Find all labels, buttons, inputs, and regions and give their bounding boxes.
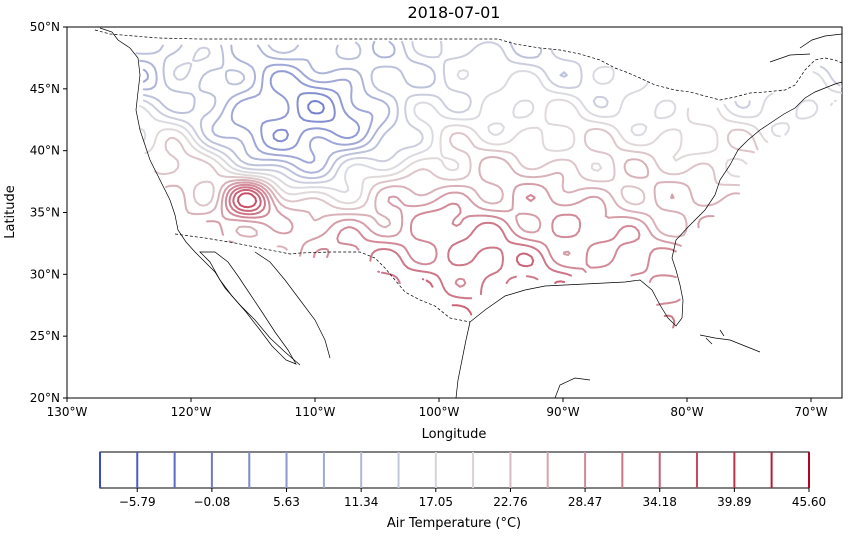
canada-coast — [769, 33, 842, 63]
x-axis: 130°W 120°W 110°W 100°W 90°W 80°W 70°W Longitu… — [47, 398, 828, 442]
contour-line — [272, 92, 336, 143]
contour-line — [260, 70, 361, 151]
colorbar-tick-label: 28.47 — [568, 495, 602, 509]
mexico-gulf-coast — [455, 321, 471, 398]
colorbar-tick-label: 39.89 — [717, 495, 751, 509]
colorbar-tick-label: 45.60 — [792, 495, 826, 509]
colorbar-tick-label: 17.05 — [419, 495, 453, 509]
chart-title: 2018-07-01 — [408, 3, 501, 22]
baja-peninsula — [199, 251, 297, 365]
colorbar-tick-label: 11.34 — [344, 495, 378, 509]
us-canada-border — [94, 29, 842, 101]
x-tick-label: 70°W — [794, 405, 827, 419]
y-tick-label: 35°N — [30, 206, 60, 220]
colorbar-tick-label: −0.08 — [194, 495, 231, 509]
y-tick-label: 50°N — [30, 20, 60, 34]
contour-line — [237, 192, 258, 209]
contour-line — [206, 181, 715, 257]
colorbar-tick-label: −5.79 — [119, 495, 156, 509]
x-tick-label: 130°W — [47, 405, 88, 419]
cuba — [699, 334, 761, 353]
contour-line — [165, 156, 741, 251]
contour-line — [135, 40, 568, 180]
map-frame — [66, 26, 843, 399]
y-tick-label: 30°N — [30, 267, 60, 281]
y-axis-label: Latitude — [3, 185, 18, 239]
contour-line — [142, 63, 374, 164]
y-tick-label: 40°N — [30, 144, 60, 158]
x-tick-label: 90°W — [546, 405, 579, 419]
gulf-coast — [469, 81, 842, 327]
colorbar: −5.79 −0.08 5.63 11.34 17.05 22.76 28.47 34.18 3… — [99, 451, 826, 531]
x-tick-label: 110°W — [295, 405, 336, 419]
y-tick-label: 25°N — [30, 329, 60, 343]
contour-line — [142, 40, 842, 184]
contour-line — [307, 100, 325, 115]
coastlines-borders — [94, 27, 842, 398]
y-axis: 20°N 25°N 30°N 35°N 40°N 45°N 50°N Latitude — [3, 20, 67, 405]
x-tick-label: 100°W — [419, 405, 460, 419]
colorbar-tick-label: 34.18 — [643, 495, 677, 509]
x-tick-label: 120°W — [171, 405, 212, 419]
contour-line — [139, 65, 842, 194]
bahamas — [705, 329, 725, 345]
temperature-contours — [135, 40, 842, 329]
contour-line — [154, 128, 759, 211]
gulf-of-california — [254, 251, 331, 359]
x-tick-label: 80°W — [670, 405, 703, 419]
contour-line — [228, 186, 676, 329]
map-plot-area: 130°W 120°W 110°W 100°W 90°W 80°W 70°W Longitu… — [3, 20, 843, 442]
x-axis-label: Longitude — [422, 427, 487, 442]
contour-line — [232, 189, 566, 316]
colorbar-label: Air Temperature (°C) — [387, 516, 521, 531]
yucatan — [554, 377, 591, 398]
contour-line — [139, 40, 396, 174]
contour-line — [224, 183, 681, 306]
contour-line — [144, 98, 837, 205]
y-tick-label: 45°N — [30, 82, 60, 96]
colorbar-tick-label: 22.76 — [493, 495, 527, 509]
colorbar-frame — [99, 451, 810, 489]
colorbar-tick-label: 5.63 — [273, 495, 300, 509]
y-tick-label: 20°N — [30, 391, 60, 405]
